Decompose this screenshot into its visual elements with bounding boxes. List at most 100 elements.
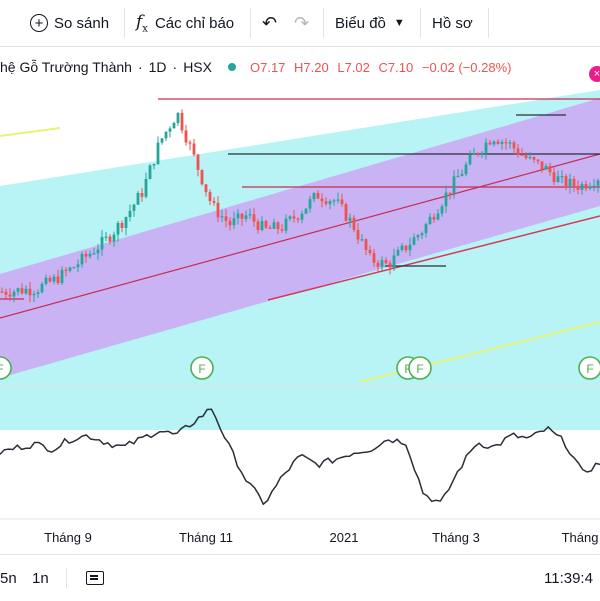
candle-body xyxy=(548,165,552,173)
candle-body xyxy=(136,193,140,205)
profile-button[interactable]: Hồ sơ xyxy=(432,0,473,46)
chevron-down-icon: ▼ xyxy=(393,17,405,29)
x-tick-label: Tháng 3 xyxy=(432,530,480,545)
candle-body xyxy=(208,192,212,202)
candle-body xyxy=(312,193,316,200)
candle-body xyxy=(68,267,72,271)
candle-body xyxy=(76,264,80,268)
candle-body xyxy=(60,269,64,284)
bottom-toolbar: 5n 1n 11:39:4 xyxy=(0,554,600,601)
symbol-legend: hệ Gỗ Trường Thành · 1D · HSX O7.17 H7.2… xyxy=(0,48,516,86)
candle-body xyxy=(588,186,592,189)
candle-body xyxy=(388,263,392,268)
candle-body xyxy=(584,184,588,189)
candle-body xyxy=(332,200,336,202)
candle-body xyxy=(436,213,440,220)
candle-body xyxy=(228,220,232,226)
candle-body xyxy=(184,130,188,143)
compare-button[interactable]: + So sánh xyxy=(30,0,109,46)
candle-body xyxy=(44,277,48,284)
interval-label[interactable]: 1D xyxy=(148,59,167,75)
candle-body xyxy=(540,161,544,170)
event-marker-icon[interactable] xyxy=(408,356,432,380)
regression-center-line xyxy=(0,153,600,319)
calendar-icon xyxy=(86,571,104,585)
candle-body xyxy=(348,217,352,221)
candle-body xyxy=(164,131,168,139)
candle-body xyxy=(552,172,556,182)
candle-body xyxy=(88,253,92,257)
candle-body xyxy=(592,185,596,187)
profile-label: Hồ sơ xyxy=(432,14,473,32)
candle-body xyxy=(352,217,356,230)
candle-body xyxy=(528,156,532,159)
date-range-button[interactable] xyxy=(86,555,104,601)
candle-body xyxy=(272,222,276,229)
candle-body xyxy=(572,178,576,187)
candle-body xyxy=(92,253,96,255)
range-1m-label: 1n xyxy=(32,569,49,587)
candle-body xyxy=(428,216,432,225)
candle-body xyxy=(560,176,564,178)
close-value: C7.10 xyxy=(378,59,414,75)
candle-body xyxy=(564,176,568,188)
candle-body xyxy=(336,199,340,201)
candle-body xyxy=(256,221,260,231)
alert-badge-icon[interactable]: × xyxy=(589,66,600,82)
candle-body xyxy=(192,143,196,155)
candle-body xyxy=(444,192,448,207)
candle-body xyxy=(204,184,208,193)
candle-body xyxy=(248,214,252,216)
candle-body xyxy=(452,176,456,194)
candle-body xyxy=(308,199,312,209)
candle-body xyxy=(420,233,424,236)
chart-type-dropdown[interactable]: Biểu đồ ▼ xyxy=(335,0,405,46)
candle-body xyxy=(596,180,600,186)
candle-body xyxy=(4,291,8,295)
candle-body xyxy=(440,206,444,214)
market-status-dot-icon xyxy=(227,63,236,71)
candle-body xyxy=(108,236,112,242)
oscillator-line xyxy=(0,408,600,506)
event-marker-icon[interactable] xyxy=(190,356,214,380)
candle-body xyxy=(404,245,408,251)
candle-body xyxy=(520,154,524,156)
candle-body xyxy=(492,141,496,145)
redo-button[interactable]: ↷ xyxy=(294,0,309,46)
candle-body xyxy=(284,218,288,231)
candle-body xyxy=(104,236,108,238)
candle-body xyxy=(524,155,528,159)
candle-body xyxy=(536,159,540,162)
candle-body xyxy=(264,221,268,228)
exchange-label: HSX xyxy=(183,59,212,75)
undo-button[interactable]: ↶ xyxy=(262,0,277,46)
candle-body xyxy=(372,253,376,263)
candle-body xyxy=(0,291,4,293)
candle-body xyxy=(468,154,472,165)
candle-body xyxy=(188,142,192,144)
candle-body xyxy=(396,250,400,256)
clock-display[interactable]: 11:39:4 xyxy=(544,555,593,601)
symbol-name[interactable]: hệ Gỗ Trường Thành xyxy=(0,59,132,75)
candle-body xyxy=(80,253,84,265)
range-1m-button[interactable]: 1n xyxy=(32,555,49,601)
candle-body xyxy=(156,142,160,164)
range-5d-button[interactable]: 5n xyxy=(0,555,17,601)
candle-body xyxy=(432,216,436,220)
indicators-button[interactable]: fx Các chỉ báo xyxy=(136,0,234,46)
candle-body xyxy=(328,201,332,204)
outer-upper-boundary xyxy=(0,127,61,137)
candle-body xyxy=(568,178,572,188)
candle-body xyxy=(488,142,492,145)
candle-body xyxy=(200,169,204,185)
candle-body xyxy=(544,165,548,170)
regression-inner-channel xyxy=(0,98,600,378)
channel-lower-trendline xyxy=(267,215,600,301)
candle-body xyxy=(160,138,164,143)
candle-body xyxy=(480,152,484,155)
candle-body xyxy=(144,179,148,197)
event-marker-icon[interactable] xyxy=(0,356,12,380)
event-marker-icon[interactable] xyxy=(578,356,600,380)
candle-body xyxy=(240,213,244,219)
